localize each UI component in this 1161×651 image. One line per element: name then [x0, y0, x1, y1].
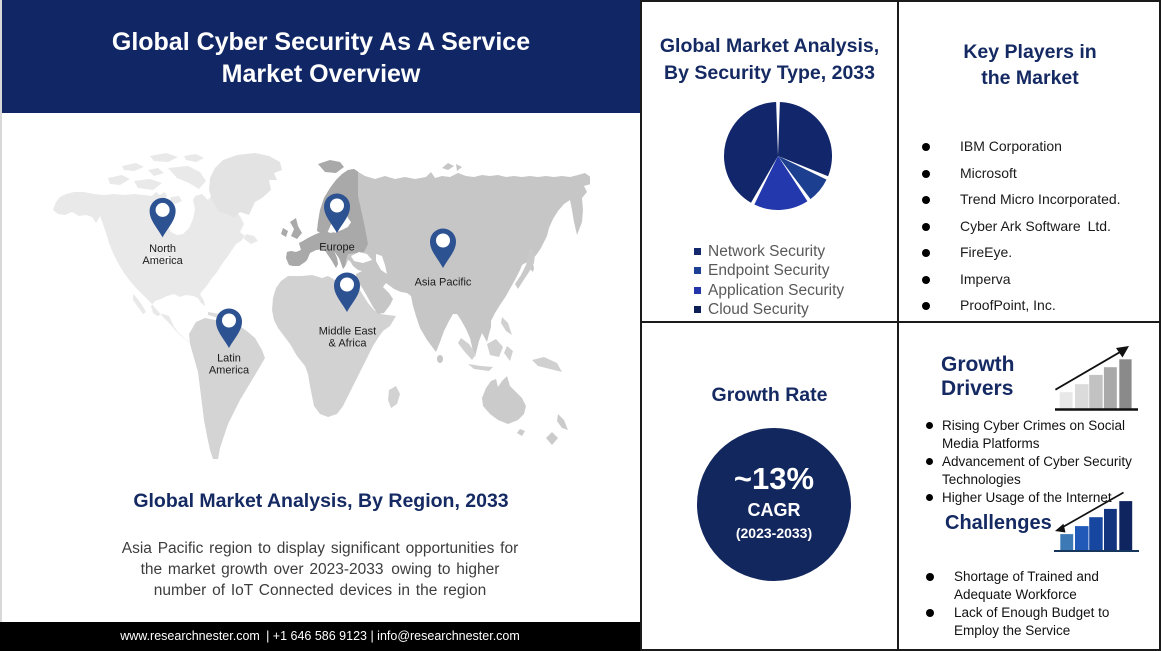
svg-text:America: America — [209, 365, 250, 377]
svg-text:Asia Pacific: Asia Pacific — [415, 277, 472, 289]
svg-text:North: North — [149, 243, 176, 255]
svg-text:Europe: Europe — [319, 242, 354, 254]
svg-text:& Africa: & Africa — [329, 338, 368, 350]
svg-text:America: America — [142, 255, 183, 267]
svg-text:Middle East: Middle East — [319, 326, 376, 338]
svg-text:Latin: Latin — [217, 353, 241, 365]
